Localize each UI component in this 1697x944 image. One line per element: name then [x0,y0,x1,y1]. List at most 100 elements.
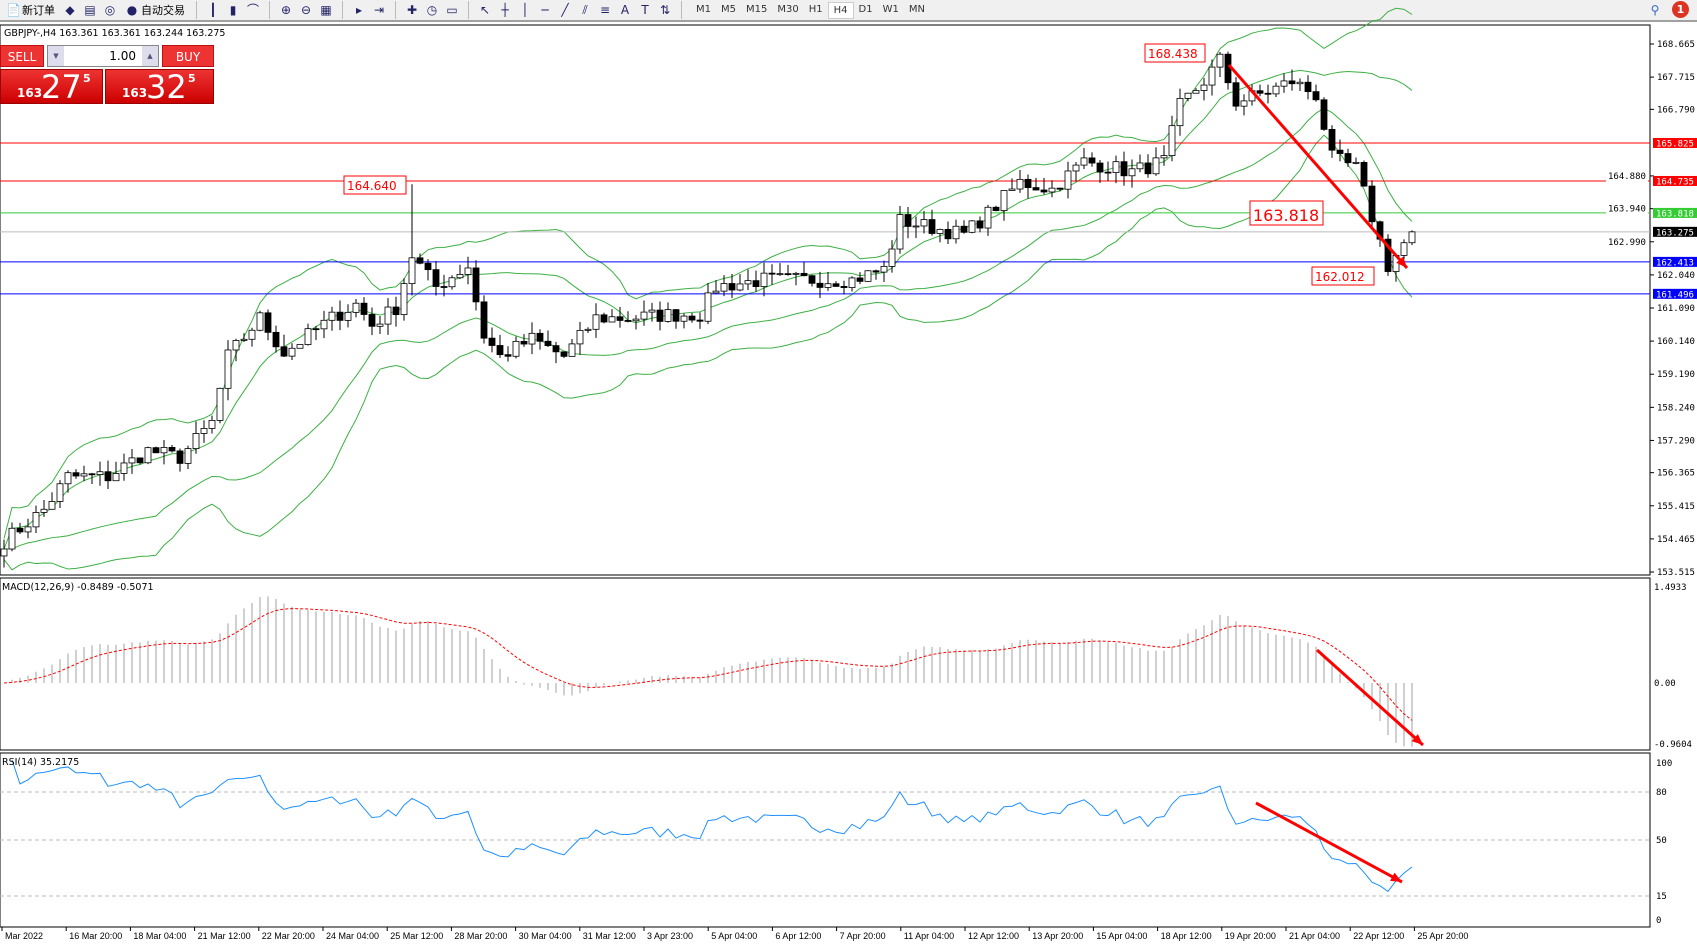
candle-bull [8,527,16,550]
candle-bear [104,471,112,482]
candle-bear [872,270,880,273]
candle-bear [1104,171,1112,174]
candle-bull [1160,155,1168,159]
candle-bear [1312,91,1320,101]
crosshair-icon[interactable]: ┼ [501,3,509,17]
y-tick-label-bg [1606,202,1648,215]
autoscroll-icon[interactable]: ▸ [355,3,363,17]
text-icon[interactable]: A [620,3,630,17]
bar-chart-icon[interactable]: ┃ [209,3,217,17]
rsi-tick: 80 [1656,788,1667,798]
arrows-icon[interactable]: ⇅ [659,3,671,17]
lot-size-input[interactable]: ▼ 1.00 ▲ [47,45,159,67]
timeframe-m30[interactable]: M30 [777,3,799,15]
candle-bear [960,225,968,233]
fibonacci-icon[interactable]: ≡ [599,3,611,17]
zoom-in-icon[interactable]: ⊕ [280,3,292,17]
candle-bear [1032,187,1040,191]
price-tag-label: 163.275 [1656,228,1694,238]
vertical-line-icon[interactable]: │ [521,3,529,17]
templates-icon[interactable]: ▭ [446,3,458,17]
line-chart-icon[interactable]: ⌒ [246,3,259,17]
candle-bull [408,257,416,285]
auto-trade-button[interactable]: ● 自动交易 [126,3,185,17]
candle-bull [864,270,872,282]
timeframe-m5[interactable]: M5 [721,3,736,15]
main-trend-arrow-head [1396,256,1407,268]
sell-price[interactable]: 163 27 5 [0,68,103,106]
navigator-icon[interactable]: ▤ [84,3,96,17]
text-label-icon[interactable]: T [641,3,649,17]
candle-bull [96,471,104,475]
rsi-arrow-head [1390,872,1402,882]
candle-bear [992,206,1000,212]
candlestick-icon[interactable]: ▮ [229,3,237,17]
candle-bull [776,273,784,276]
new-order-button[interactable]: 📄 新订单 [6,3,55,17]
timeframe-d1[interactable]: D1 [858,3,873,15]
candle-bull [704,292,712,322]
candle-bull [584,328,592,331]
candle-bull [712,290,720,294]
candle-bear [1264,92,1272,95]
candle-bull [232,340,240,351]
candle-bull [744,280,752,285]
candle-bear [136,457,144,464]
candle-bear [1368,185,1376,223]
indicators-icon[interactable]: ✚ [406,3,418,17]
timeframe-m15[interactable]: M15 [746,3,768,15]
price-tag-label: 163.818 [1656,209,1694,219]
channel-icon[interactable]: ⫽ [582,3,588,17]
timeframe-mn[interactable]: MN [908,3,925,15]
timeframe-w1[interactable]: W1 [882,3,899,15]
candle-bull [48,501,56,510]
candle-bear [800,272,808,277]
cursor-icon[interactable]: ↖ [479,3,491,17]
chart-shift-icon[interactable]: ⇥ [373,3,385,17]
x-tick-label: 28 Mar 20:00 [454,931,507,941]
candle-bear [1232,82,1240,107]
candle-bull [640,311,648,320]
price-annotation-label: 163.818 [1253,206,1319,225]
tile-windows-icon[interactable]: ▦ [320,3,332,17]
candle-bear [1144,162,1152,175]
candle-bear [1320,99,1328,130]
x-tick-label: 21 Apr 04:00 [1289,931,1340,941]
candle-bear [832,283,840,287]
market-watch-icon[interactable]: ◆ [65,3,75,17]
notifications-badge[interactable]: 1 [1672,1,1689,18]
candle-bear [432,269,440,287]
candle-bear [16,527,24,533]
x-tick-label: 16 Mar 20:00 [69,931,122,941]
trendline-icon[interactable]: ╱ [561,3,569,17]
timeframe-h1[interactable]: H1 [808,3,823,15]
signal-icon[interactable]: ◎ [104,3,116,17]
x-tick-label: 30 Mar 04:00 [519,931,572,941]
timeframe-m1[interactable]: M1 [696,3,711,15]
timeframe-h4[interactable]: H4 [827,1,854,19]
x-tick-label: 22 Apr 12:00 [1353,931,1404,941]
lot-increase-icon[interactable]: ▲ [142,46,158,66]
x-tick-label: 24 Mar 04:00 [326,931,379,941]
lot-decrease-icon[interactable]: ▼ [48,46,64,66]
macd-arrow [1315,648,1425,747]
candle-bear [312,328,320,331]
candle-bull [608,316,616,323]
candle-bull [40,508,48,513]
horizontal-line-icon[interactable]: ─ [541,3,549,17]
zoom-out-icon[interactable]: ⊖ [300,3,312,17]
periods-icon[interactable]: ◷ [426,3,438,17]
main-pane [0,24,1651,576]
macd-arrow-head [1411,734,1423,745]
buy-price[interactable]: 163 32 5 [105,68,214,106]
candle-bull [1216,53,1224,68]
y-tick-label: 153.515 [1657,568,1695,578]
search-icon[interactable]: ⚲ [1650,2,1660,17]
candle-bull [1016,178,1024,190]
macd-tick: 1.4933 [1654,583,1687,593]
candle-bear [360,302,368,315]
buy-button[interactable]: BUY [162,45,214,67]
sell-button[interactable]: SELL [0,45,44,67]
y-tick-label: 166.790 [1657,105,1695,115]
